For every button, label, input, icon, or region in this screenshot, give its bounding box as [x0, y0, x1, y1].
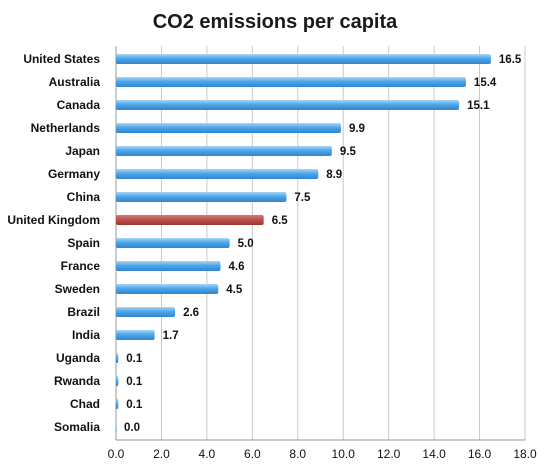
- category-label: Brazil: [67, 305, 100, 319]
- x-tick-label: 18.0: [513, 447, 537, 461]
- category-label: Japan: [65, 144, 100, 158]
- x-axis-ticks: 0.0 2.0 4.0 6.0 8.0 10.0 12.0 14.0 16.0 18.0: [108, 447, 537, 461]
- bar-united-states: [116, 54, 491, 64]
- bar-japan: [116, 146, 332, 156]
- value-label: 2.6: [183, 307, 199, 319]
- value-label: 1.7: [163, 330, 179, 342]
- value-label: 16.5: [499, 54, 522, 66]
- value-label: 9.5: [340, 146, 357, 158]
- bar-spain: [116, 238, 230, 248]
- bar-brazil: [116, 307, 176, 317]
- category-label: Sweden: [55, 282, 100, 296]
- value-label: 6.5: [272, 215, 289, 227]
- bar-chad: [116, 399, 119, 409]
- chart-title: CO2 emissions per capita: [153, 11, 398, 33]
- category-label: China: [67, 190, 101, 204]
- x-tick-label: 12.0: [377, 447, 401, 461]
- x-tick-label: 10.0: [332, 447, 356, 461]
- bar-germany: [116, 169, 319, 179]
- value-label: 0.1: [126, 376, 143, 388]
- category-label: Canada: [57, 98, 101, 112]
- category-label: Somalia: [54, 420, 100, 434]
- category-label: India: [72, 328, 100, 342]
- bar-uganda: [116, 353, 119, 363]
- category-label: United States: [23, 52, 100, 66]
- value-label: 4.5: [226, 284, 243, 296]
- x-tick-label: 8.0: [289, 447, 306, 461]
- category-label: Uganda: [56, 351, 100, 365]
- x-tick-label: 16.0: [468, 447, 492, 461]
- category-label: United Kingdom: [7, 213, 100, 227]
- bar-china: [116, 192, 287, 202]
- category-label: Chad: [70, 397, 100, 411]
- category-label: Germany: [48, 167, 100, 181]
- value-label: 9.9: [349, 123, 365, 135]
- category-label: Netherlands: [31, 121, 101, 135]
- bar-somalia: [116, 422, 117, 432]
- bar-canada: [116, 100, 460, 110]
- grid-lines: [115, 46, 526, 441]
- value-label: 8.9: [326, 169, 342, 181]
- bar-france: [116, 261, 221, 271]
- x-tick-label: 6.0: [244, 447, 261, 461]
- category-label: France: [61, 259, 101, 273]
- bars: [116, 54, 491, 432]
- value-label: 15.4: [474, 77, 497, 89]
- bar-australia: [116, 77, 466, 87]
- x-tick-label: 0.0: [108, 447, 125, 461]
- x-tick-label: 14.0: [422, 447, 446, 461]
- value-label: 0.1: [126, 353, 143, 365]
- bar-india: [116, 330, 155, 340]
- value-label: 4.6: [229, 261, 245, 273]
- category-label: Rwanda: [54, 374, 100, 388]
- value-label: 5.0: [238, 238, 254, 250]
- bar-sweden: [116, 284, 219, 294]
- bar-netherlands: [116, 123, 341, 133]
- value-label: 0.1: [126, 399, 143, 411]
- bar-rwanda: [116, 376, 119, 386]
- x-tick-label: 2.0: [153, 447, 170, 461]
- value-label: 0.0: [124, 422, 140, 434]
- value-label: 7.5: [294, 192, 311, 204]
- x-tick-label: 4.0: [199, 447, 216, 461]
- value-label: 15.1: [467, 100, 490, 112]
- value-labels: 16.515.4 15.1 9.9 9.5 8.9 7.5 6.5 5.0 4.6 4.5 2.6 1…: [124, 54, 522, 434]
- category-label: Australia: [49, 75, 101, 89]
- bar-united-kingdom: [116, 215, 264, 225]
- category-label: Spain: [67, 236, 100, 250]
- category-labels: United States Australia Canada Netherlands J…: [7, 52, 100, 434]
